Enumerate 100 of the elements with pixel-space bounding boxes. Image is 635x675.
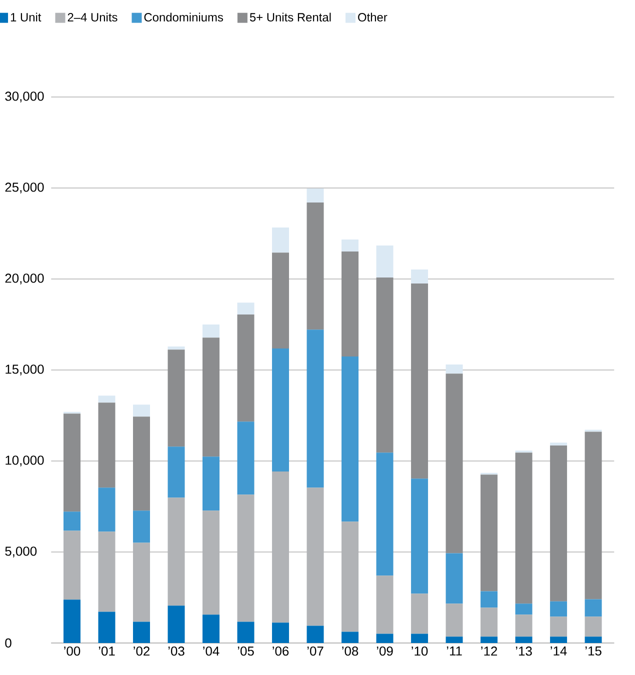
bar: [306, 488, 324, 626]
bar: [515, 452, 532, 604]
bar: [480, 608, 498, 637]
bar: [342, 240, 359, 252]
x-tick-label: ’02: [134, 646, 150, 656]
bar: [342, 356, 359, 522]
x-tick-label: ’03: [168, 646, 184, 656]
y-tick-label: 20,000: [5, 274, 44, 284]
bar: [202, 456, 220, 511]
bar: [133, 542, 150, 622]
bar: [306, 626, 324, 643]
bar: [237, 314, 254, 422]
bar: [376, 452, 394, 576]
bar: [515, 636, 532, 643]
bar: [272, 622, 290, 643]
bar: [237, 422, 254, 495]
bar: [411, 634, 428, 643]
bar: [272, 348, 290, 472]
x-tick-label: ’01: [98, 646, 115, 656]
legend-label: 5+ Units Rental: [250, 12, 331, 22]
bar: [202, 338, 220, 457]
x-tick-label: ’09: [376, 646, 393, 656]
x-tick-label: ’07: [307, 646, 324, 656]
y-tick-label: 10,000: [6, 456, 44, 466]
bar: [411, 284, 428, 479]
x-tick-label: ’15: [585, 646, 602, 656]
bar: [376, 576, 394, 634]
y-tick-label: 15,000: [6, 364, 44, 376]
bar: [342, 522, 359, 632]
bar: [64, 530, 80, 600]
bar: [584, 616, 602, 637]
bar: [98, 612, 116, 643]
bar: [515, 604, 532, 615]
bar: [202, 324, 220, 338]
bar: [550, 442, 568, 446]
x-tick-label: ’06: [272, 646, 289, 656]
bar: [168, 350, 185, 447]
x-tick-label: ’10: [412, 646, 428, 656]
bar: [168, 606, 185, 643]
bar: [133, 622, 150, 643]
bar: [550, 616, 568, 637]
bar: [584, 599, 602, 617]
y-tick-label: 5,000: [5, 546, 37, 558]
bar: [446, 636, 463, 643]
x-tick-label: ’04: [203, 646, 220, 656]
bar: [411, 270, 428, 284]
bar: [272, 227, 290, 253]
bar: [584, 636, 602, 643]
bar: [411, 594, 428, 634]
y-tick-label: 0: [5, 638, 12, 648]
bar: [446, 553, 463, 604]
bar: [98, 488, 116, 532]
bar: [64, 600, 80, 643]
y-tick-label: 25,000: [5, 182, 44, 194]
bar: [376, 278, 394, 453]
bar: [64, 414, 80, 512]
x-tick-label: ’12: [481, 646, 498, 656]
x-tick-label: ’14: [550, 646, 567, 656]
x-tick-label: ’08: [342, 646, 358, 656]
bar: [446, 374, 463, 554]
bar: [98, 396, 116, 403]
bar: [342, 252, 359, 357]
bar: [272, 472, 290, 623]
bar: [550, 601, 568, 617]
bar: [202, 510, 220, 615]
bar: [480, 636, 498, 643]
bar: [133, 404, 150, 417]
bar: [237, 302, 254, 314]
bar: [376, 634, 394, 643]
bar: [306, 188, 324, 203]
bar: [584, 432, 602, 600]
x-tick-label: ’11: [446, 646, 462, 656]
x-tick-label: ’13: [516, 646, 532, 656]
bar: [306, 330, 324, 488]
x-tick-label: ’05: [238, 646, 254, 656]
bar: [480, 591, 498, 608]
bar: [133, 416, 150, 511]
bar: [98, 532, 116, 612]
bar: [168, 346, 185, 350]
bar: [342, 632, 359, 643]
bar: [133, 510, 150, 543]
legend-label: Other: [358, 12, 388, 22]
bar: [446, 604, 463, 637]
bar: [98, 402, 116, 488]
bar: [550, 636, 568, 643]
bar: [237, 494, 254, 622]
bar: [480, 474, 498, 592]
bar: [202, 614, 220, 643]
x-tick-label: ’00: [64, 646, 80, 656]
legend-label: 2–4 Units: [68, 12, 118, 22]
legend-label: Condominiums: [144, 12, 224, 22]
bar: [515, 614, 532, 637]
bar: [446, 364, 463, 374]
bar: [376, 246, 394, 278]
bar: [550, 446, 568, 602]
bar: [168, 446, 185, 498]
y-tick-label: 30,000: [5, 92, 44, 102]
bar: [168, 498, 185, 606]
legend-label: 1 Unit: [10, 12, 42, 22]
bar: [272, 252, 290, 349]
